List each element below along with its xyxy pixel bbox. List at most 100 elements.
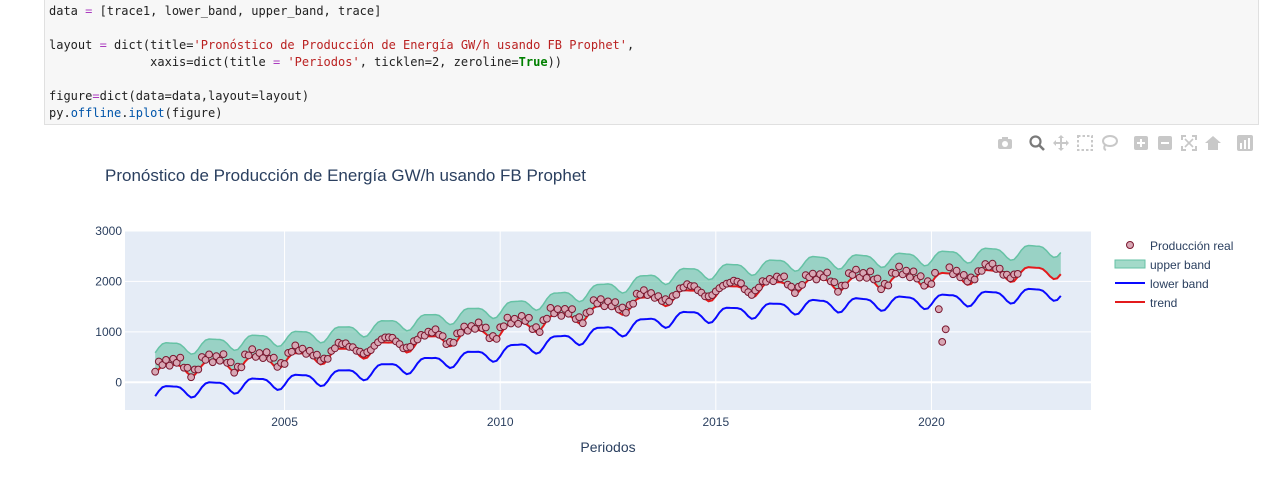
data-point[interactable]: [492, 335, 501, 343]
data-point[interactable]: [431, 325, 440, 334]
data-point[interactable]: [941, 325, 950, 334]
data-point[interactable]: [931, 268, 939, 277]
data-point[interactable]: [938, 338, 947, 346]
data-point[interactable]: [514, 319, 523, 328]
data-point[interactable]: [176, 353, 185, 362]
data-point[interactable]: [945, 263, 954, 272]
data-point[interactable]: [629, 299, 638, 308]
data-point[interactable]: [298, 344, 307, 353]
data-point[interactable]: [812, 275, 821, 284]
box-select-icon[interactable]: [1076, 134, 1094, 152]
forecast-chart[interactable]: Pronóstico de Producción de Energía GW/h…: [0, 150, 1276, 489]
data-point[interactable]: [1013, 270, 1022, 278]
data-point[interactable]: [194, 365, 203, 374]
data-point[interactable]: [568, 305, 576, 314]
data-point[interactable]: [557, 312, 566, 320]
data-point[interactable]: [791, 289, 799, 298]
zoom-out-icon[interactable]: [1156, 134, 1174, 152]
data-point[interactable]: [499, 322, 508, 331]
data-point[interactable]: [862, 274, 871, 282]
data-point[interactable]: [873, 274, 882, 283]
data-point[interactable]: [841, 281, 850, 290]
data-point[interactable]: [237, 363, 246, 372]
data-point[interactable]: [611, 298, 620, 307]
autoscale-icon[interactable]: [1180, 134, 1198, 152]
legend-item-produccion-real[interactable]: Producción real: [1126, 239, 1234, 253]
data-point[interactable]: [471, 325, 479, 333]
legend-item-trend[interactable]: trend: [1115, 296, 1177, 310]
data-point[interactable]: [586, 307, 594, 316]
data-point[interactable]: [895, 262, 903, 271]
zoom-in-icon[interactable]: [1132, 134, 1150, 152]
data-point[interactable]: [834, 287, 842, 296]
data-point[interactable]: [575, 313, 584, 322]
lasso-icon[interactable]: [1100, 134, 1118, 152]
code-cell[interactable]: data = [trace1, lower_band, upper_band, …: [44, 0, 1259, 125]
reset-axes-icon[interactable]: [1204, 134, 1222, 152]
data-point[interactable]: [481, 323, 490, 332]
data-point[interactable]: [780, 272, 788, 281]
data-point[interactable]: [151, 367, 160, 376]
data-point[interactable]: [959, 271, 968, 279]
data-point[interactable]: [787, 282, 796, 291]
data-point[interactable]: [830, 278, 839, 287]
data-point[interactable]: [737, 279, 745, 288]
data-point[interactable]: [902, 266, 911, 275]
data-point[interactable]: [970, 275, 979, 284]
data-point[interactable]: [162, 356, 170, 364]
data-point[interactable]: [995, 264, 1004, 273]
data-point[interactable]: [988, 259, 997, 268]
data-point[interactable]: [438, 332, 447, 341]
data-point[interactable]: [331, 344, 339, 353]
data-point[interactable]: [535, 328, 544, 337]
data-point[interactable]: [927, 280, 936, 288]
data-point[interactable]: [596, 295, 605, 304]
camera-icon[interactable]: [996, 134, 1014, 152]
data-point[interactable]: [244, 351, 253, 360]
data-point[interactable]: [474, 318, 483, 327]
data-point[interactable]: [852, 265, 860, 274]
data-point[interactable]: [977, 267, 986, 275]
data-point[interactable]: [216, 356, 224, 365]
data-point[interactable]: [280, 360, 289, 368]
data-point[interactable]: [219, 350, 228, 359]
data-point[interactable]: [172, 358, 181, 367]
data-point[interactable]: [287, 347, 296, 356]
legend-item-lower-band[interactable]: lower band: [1115, 277, 1209, 291]
data-point[interactable]: [877, 285, 885, 294]
data-point[interactable]: [269, 353, 278, 362]
data-point[interactable]: [503, 313, 512, 322]
legend-item-upper-band[interactable]: upper band: [1114, 258, 1211, 272]
data-point[interactable]: [449, 338, 458, 347]
data-point[interactable]: [165, 361, 174, 370]
data-point[interactable]: [456, 328, 465, 337]
data-point[interactable]: [543, 314, 551, 323]
data-point[interactable]: [525, 313, 533, 322]
data-point[interactable]: [665, 297, 673, 306]
data-point[interactable]: [208, 358, 217, 367]
data-point[interactable]: [622, 308, 630, 317]
data-point[interactable]: [183, 363, 192, 372]
data-point[interactable]: [187, 373, 196, 382]
pan-icon[interactable]: [1052, 134, 1070, 152]
data-point[interactable]: [291, 341, 300, 350]
plot-area[interactable]: [125, 231, 1091, 410]
data-point[interactable]: [406, 342, 415, 351]
data-point[interactable]: [313, 350, 321, 359]
data-point[interactable]: [916, 272, 925, 281]
data-point[interactable]: [884, 281, 893, 290]
data-point[interactable]: [578, 319, 587, 328]
data-point[interactable]: [226, 358, 235, 367]
data-point[interactable]: [618, 303, 627, 312]
data-point[interactable]: [553, 305, 562, 314]
data-point[interactable]: [230, 368, 239, 377]
data-point[interactable]: [323, 355, 332, 363]
data-point[interactable]: [672, 290, 681, 299]
data-point[interactable]: [546, 304, 555, 312]
plotly-logo-icon[interactable]: [1236, 134, 1254, 152]
zoom-icon[interactable]: [1028, 134, 1046, 152]
data-point[interactable]: [906, 273, 914, 282]
data-point[interactable]: [262, 348, 271, 357]
data-point[interactable]: [755, 283, 763, 292]
data-point[interactable]: [823, 268, 832, 277]
